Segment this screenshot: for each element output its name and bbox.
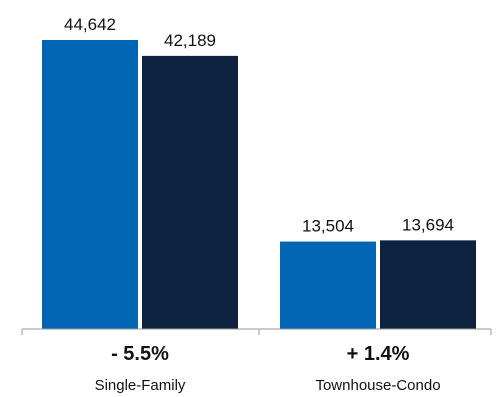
category-label-single-family: Single-Family <box>95 377 186 394</box>
data-label-townhouse-condo-series-2: 13,694 <box>402 215 454 234</box>
data-label-single-family-series-1: 44,642 <box>64 15 116 34</box>
change-label-single-family: - 5.5% <box>111 343 169 365</box>
change-label-townhouse-condo: + 1.4% <box>347 343 410 365</box>
category-label-townhouse-condo: Townhouse-Condo <box>315 377 440 394</box>
data-label-townhouse-condo-series-1: 13,504 <box>302 217 354 236</box>
data-labels-group: 44,642 13,504 42,189 13,694 <box>64 15 454 236</box>
bar-single-family-series-2 <box>142 55 238 330</box>
data-label-single-family-series-2: 42,189 <box>164 31 216 50</box>
bar-single-family-series-1 <box>42 40 138 329</box>
bar-townhouse-condo-series-1 <box>280 241 376 329</box>
bar-townhouse-condo-series-2 <box>380 240 476 329</box>
bars-group <box>42 40 476 330</box>
